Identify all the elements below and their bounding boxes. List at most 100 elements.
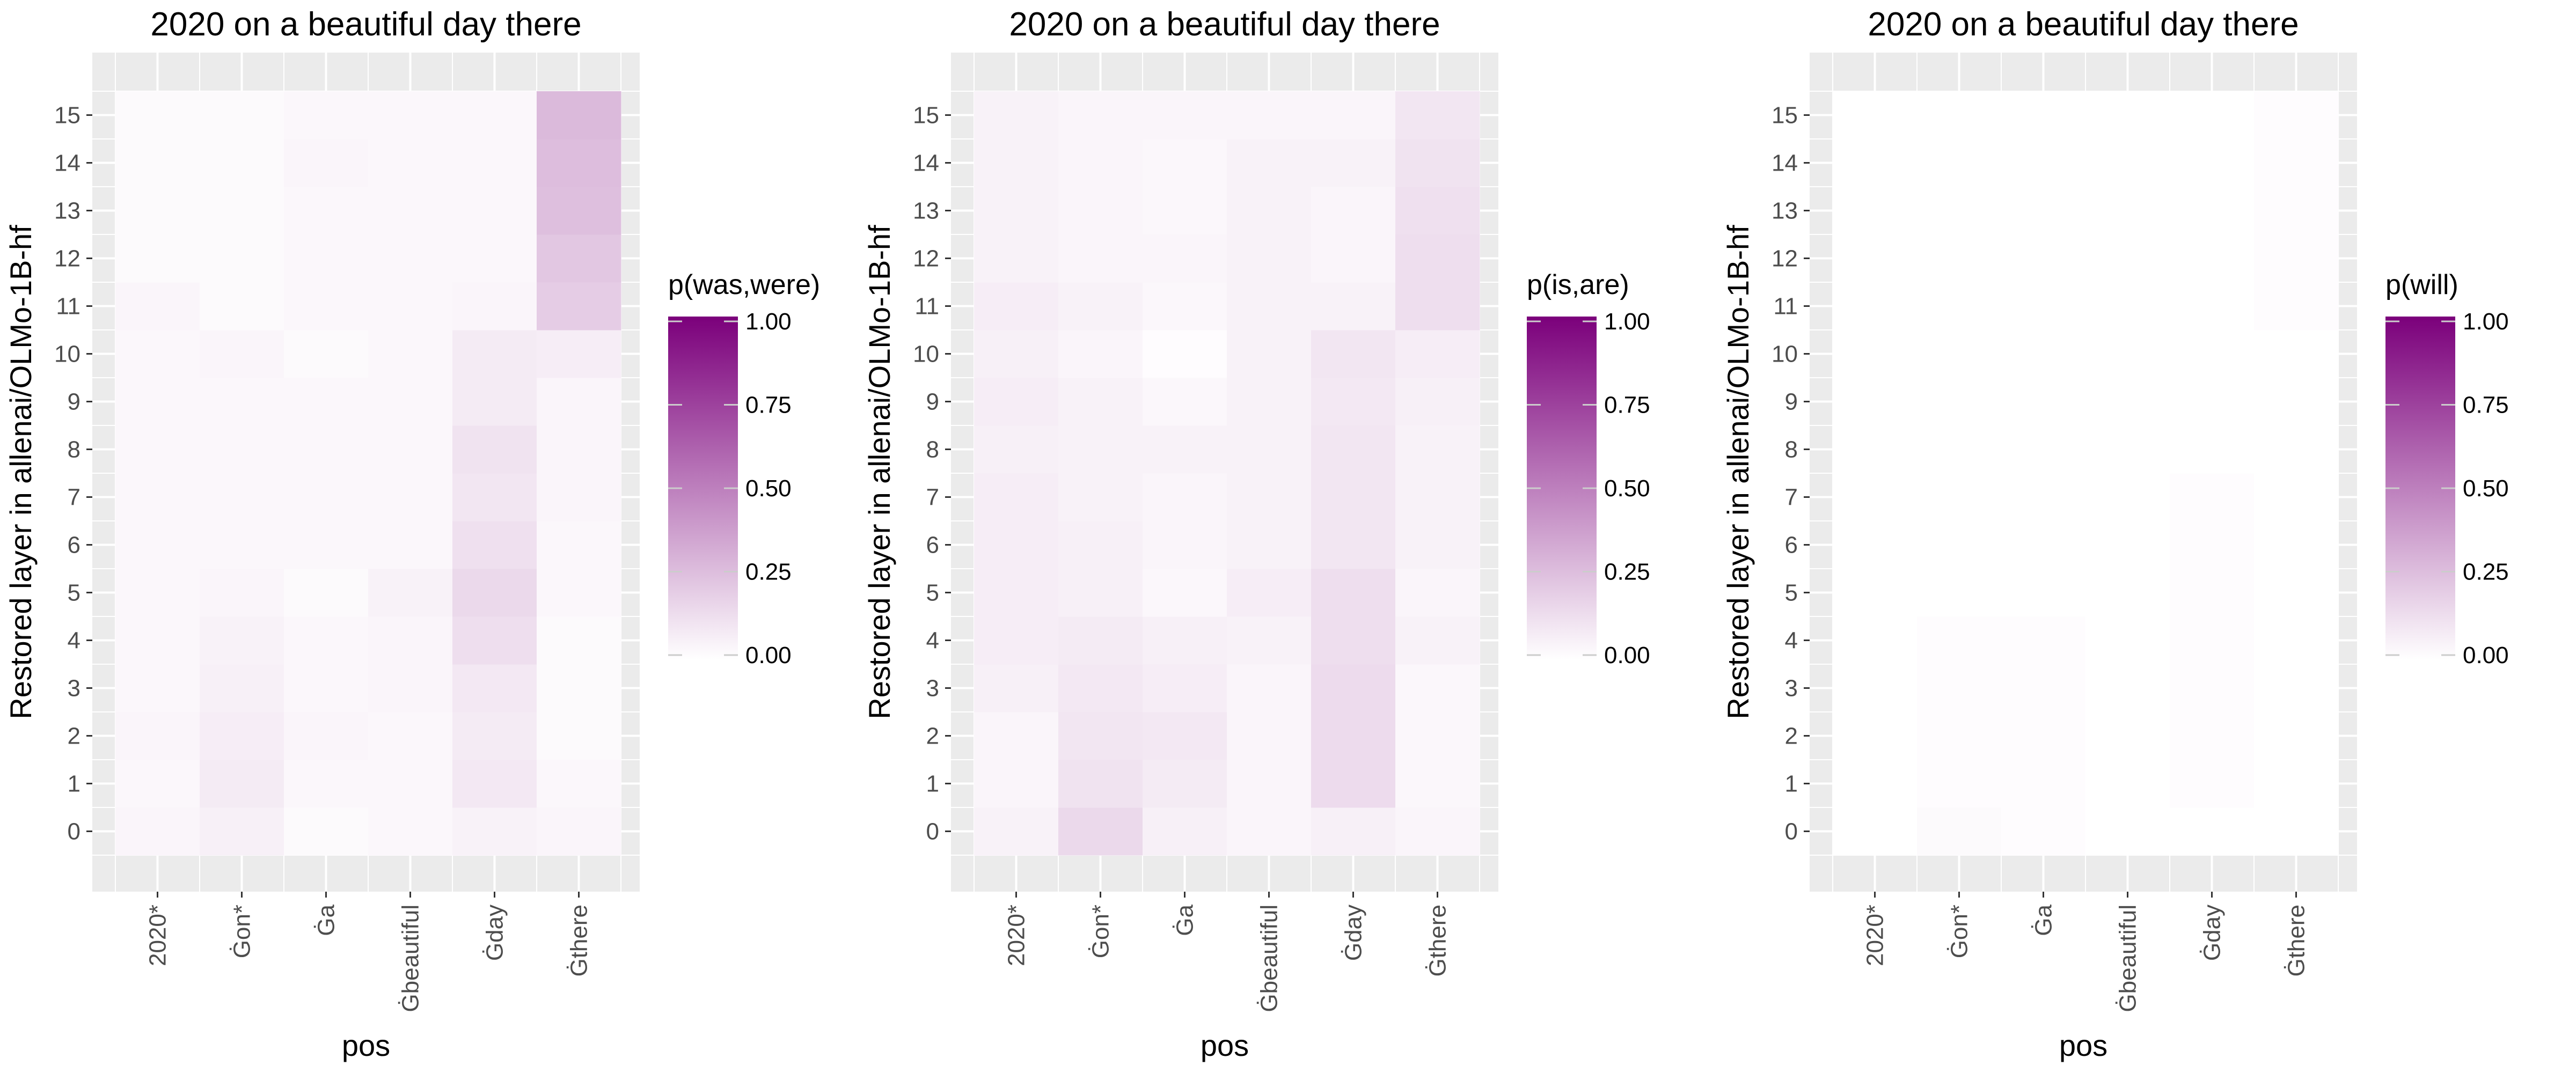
heatmap-cell: Ġthere, 15: 0.27 bbox=[537, 91, 621, 139]
heatmap-cell: Ġday, 9: 0.08 bbox=[452, 378, 537, 426]
heatmap-cell: Ġon*, 14: 0 bbox=[1917, 139, 2002, 187]
heatmap-cell: Ġday, 8: 0.1 bbox=[1311, 425, 1396, 474]
heatmap-cell: 2020*, 5: 0.03 bbox=[115, 569, 200, 617]
heatmap-cell: 2020*, 13: 0 bbox=[1833, 187, 1918, 235]
heatmap-cell: Ġthere, 13: 0.01 bbox=[2254, 187, 2339, 235]
heatmap-cell: Ġa, 10: 0.02 bbox=[284, 330, 369, 378]
heatmap-cell: Ġa, 14: 0.03 bbox=[1143, 139, 1227, 187]
heatmap-cell: Ġon*, 15: 0.02 bbox=[200, 91, 284, 139]
heatmap-cell: Ġthere, 0: 0.04 bbox=[1395, 807, 1480, 856]
chart-title: 2020 on a beautiful day there bbox=[1868, 6, 2299, 43]
heatmap-cell: Ġbeautiful, 8: 0.05 bbox=[1227, 425, 1312, 474]
legend-tick-label: 1.00 bbox=[745, 308, 792, 335]
heatmap-cell: 2020*, 1: 0.03 bbox=[115, 760, 200, 808]
heatmap-cell: Ġbeautiful, 0: 0.03 bbox=[368, 807, 453, 856]
heatmap-cell: Ġa, 5: 0 bbox=[2001, 569, 2086, 617]
heatmap-cell: Ġthere, 14: 0.01 bbox=[2254, 139, 2339, 187]
heatmap-cell: Ġa, 12: 0.03 bbox=[284, 234, 369, 283]
heatmap-cell: Ġday, 15: 0.03 bbox=[452, 91, 537, 139]
x-tick-label: Ġday bbox=[1341, 905, 1367, 961]
heatmap-cell: Ġbeautiful, 6: 0.05 bbox=[1227, 521, 1312, 569]
heatmap-cell: Ġa, 9: 0.03 bbox=[1143, 378, 1227, 426]
heatmap-cell: 2020*, 13: 0.05 bbox=[974, 187, 1059, 235]
heatmap-cell: Ġbeautiful, 14: 0.05 bbox=[1227, 139, 1312, 187]
heatmap-cell: Ġa, 5: 0.03 bbox=[1143, 569, 1227, 617]
color-legend: p(was,were) 0.00 0.25 0.50 0.75 1.00 bbox=[668, 269, 820, 668]
legend-tick-label: 0.75 bbox=[745, 392, 792, 418]
heatmap-cell: Ġday, 0: 0.05 bbox=[452, 807, 537, 856]
y-tick-label: 12 bbox=[1772, 246, 1798, 272]
heatmap-cell: Ġon*, 4: 0.05 bbox=[200, 616, 284, 665]
heatmap-cell: Ġa, 1: 0.08 bbox=[1143, 760, 1227, 808]
heatmap-cell: Ġday, 10: 0.08 bbox=[452, 330, 537, 378]
y-tick-label: 4 bbox=[68, 628, 80, 654]
heatmap-cell: Ġon*, 11: 0 bbox=[1917, 282, 2002, 330]
heatmap-cell: 2020*, 10: 0 bbox=[1833, 330, 1918, 378]
heatmap-cell: Ġa, 13: 0.03 bbox=[1143, 187, 1227, 235]
heatmap-cell: Ġa, 0: 0.06 bbox=[1143, 807, 1227, 856]
heatmap-cell: Ġon*, 0: 0.02 bbox=[1917, 807, 2002, 856]
heatmap-cell: Ġa, 8: 0 bbox=[2001, 425, 2086, 474]
legend-tick-label: 0.50 bbox=[2463, 475, 2509, 502]
heatmap-cell: Ġday, 8: 0 bbox=[2170, 425, 2255, 474]
heatmap-cell: Ġday, 11: 0.04 bbox=[452, 282, 537, 330]
heatmap-cell: Ġbeautiful, 0: 0 bbox=[2085, 807, 2170, 856]
heatmap-cell: 2020*, 6: 0.07 bbox=[974, 521, 1059, 569]
heatmap-cell: 2020*, 1: 0 bbox=[1833, 760, 1918, 808]
y-tick-label: 12 bbox=[54, 246, 80, 272]
heatmap-cell: 2020*, 10: 0.06 bbox=[974, 330, 1059, 378]
heatmap-cell: Ġa, 6: 0.03 bbox=[284, 521, 369, 569]
heatmap-cell: Ġday, 5: 0.01 bbox=[2170, 569, 2255, 617]
heatmap-cell: Ġbeautiful, 3: 0.04 bbox=[368, 664, 453, 712]
heatmap-cell: Ġday, 3: 0.01 bbox=[2170, 664, 2255, 712]
y-tick-label: 10 bbox=[54, 341, 80, 368]
heatmap-cell: Ġthere, 6: 0 bbox=[2254, 521, 2339, 569]
y-tick-label: 7 bbox=[68, 484, 80, 511]
heatmap-cell: Ġon*, 10: 0.04 bbox=[1058, 330, 1143, 378]
heatmap-cell: Ġon*, 8: 0 bbox=[1917, 425, 2002, 474]
heatmap-cell: Ġbeautiful, 2: 0 bbox=[2085, 712, 2170, 760]
heatmap-cell: Ġday, 14: 0 bbox=[2170, 139, 2255, 187]
heatmap-cell: Ġday, 8: 0.11 bbox=[452, 425, 537, 474]
y-tick-label: 15 bbox=[913, 102, 939, 129]
heatmap-cell: Ġthere, 12: 0.13 bbox=[1395, 234, 1480, 283]
heatmap-cell: Ġon*, 3: 0.06 bbox=[200, 664, 284, 712]
legend-tick-label: 0.00 bbox=[1604, 642, 1650, 668]
heatmap-cell: 2020*, 3: 0.06 bbox=[974, 664, 1059, 712]
heatmap-cell: Ġthere, 7: 0 bbox=[2254, 473, 2339, 521]
heatmap-cell: Ġa, 4: 0.06 bbox=[1143, 616, 1227, 665]
heatmap-cell: Ġthere, 15: 0.01 bbox=[2254, 91, 2339, 139]
heatmap-cell: Ġon*, 4: 0.01 bbox=[1917, 616, 2002, 665]
heatmap-cell: Ġa, 10: 0.01 bbox=[1143, 330, 1227, 378]
heatmap-cell: Ġa, 4: 0.03 bbox=[284, 616, 369, 665]
legend-tick-label: 1.00 bbox=[1604, 308, 1650, 335]
heatmap-cell: Ġa, 13: 0.03 bbox=[284, 187, 369, 235]
heatmap-cell: Ġday, 1: 0.14 bbox=[1311, 760, 1396, 808]
heatmap-cell: Ġa, 7: 0 bbox=[2001, 473, 2086, 521]
heatmap-cell: Ġday, 10: 0 bbox=[2170, 330, 2255, 378]
heatmap-cell: Ġon*, 0: 0.06 bbox=[200, 807, 284, 856]
heatmap-cell: Ġa, 14: 0.04 bbox=[284, 139, 369, 187]
heatmap-cell: Ġday, 13: 0.04 bbox=[1311, 187, 1396, 235]
heatmap-cell: 2020*, 15: 0.02 bbox=[115, 91, 200, 139]
heatmap-cell: Ġbeautiful, 5: 0.07 bbox=[1227, 569, 1312, 617]
heatmap-cell: 2020*, 8: 0.06 bbox=[974, 425, 1059, 474]
heatmap-cell: Ġon*, 5: 0.06 bbox=[1058, 569, 1143, 617]
heatmap-cell: Ġbeautiful, 4: 0.04 bbox=[368, 616, 453, 665]
heatmap-cell: Ġday, 0: 0 bbox=[2170, 807, 2255, 856]
heatmap-cell: Ġon*, 11: 0.05 bbox=[1058, 282, 1143, 330]
legend-tick-label: 0.75 bbox=[2463, 392, 2509, 418]
heatmap-cell: 2020*, 0: 0.04 bbox=[115, 807, 200, 856]
heatmap-cell: Ġbeautiful, 0: 0.04 bbox=[1227, 807, 1312, 856]
heatmap-cell: Ġa, 5: 0.02 bbox=[284, 569, 369, 617]
heatmap-cell: Ġon*, 3: 0.09 bbox=[1058, 664, 1143, 712]
heatmap-cell: Ġon*, 5: 0.04 bbox=[200, 569, 284, 617]
heatmap-cell: Ġon*, 2: 0.1 bbox=[1058, 712, 1143, 760]
heatmap-cell: 2020*, 4: 0.07 bbox=[974, 616, 1059, 665]
heatmap-cell: Ġa, 0: 0.02 bbox=[284, 807, 369, 856]
x-tick-label: Ġon* bbox=[1946, 905, 1973, 958]
heatmap-cell: Ġbeautiful, 10: 0 bbox=[2085, 330, 2170, 378]
y-tick-label: 13 bbox=[1772, 198, 1798, 224]
heatmap-cell: Ġthere, 5: 0.03 bbox=[537, 569, 621, 617]
y-tick-label: 3 bbox=[68, 675, 80, 702]
